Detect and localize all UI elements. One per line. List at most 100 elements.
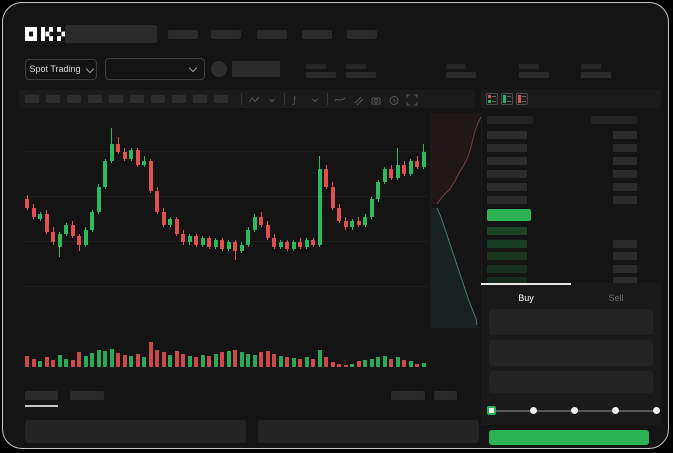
- candle-body: [148, 161, 153, 191]
- candle-body: [278, 242, 283, 247]
- orderbook-layout-asks-icon[interactable]: [516, 93, 528, 105]
- chevron-down-icon[interactable]: [309, 93, 321, 105]
- slider-stop[interactable]: [571, 407, 578, 414]
- volume-bar: [311, 359, 315, 367]
- ask-price-placeholder[interactable]: [487, 131, 527, 139]
- interval-button-placeholder[interactable]: [172, 95, 186, 103]
- chart-gridline: [23, 196, 428, 197]
- nav-item-placeholder[interactable]: [211, 30, 241, 39]
- bid-size-placeholder[interactable]: [613, 265, 637, 273]
- line-style-icon[interactable]: [334, 93, 346, 105]
- nav-item-placeholder[interactable]: [257, 30, 287, 39]
- interval-button-placeholder[interactable]: [46, 95, 60, 103]
- market-type-label: Spot Trading: [29, 64, 81, 74]
- ask-size-placeholder[interactable]: [613, 157, 637, 165]
- interval-button-placeholder[interactable]: [151, 95, 165, 103]
- slider-stop[interactable]: [530, 407, 537, 414]
- volume-bar: [330, 362, 335, 367]
- volume-bar: [83, 356, 88, 367]
- ask-price-placeholder[interactable]: [487, 157, 527, 165]
- market-type-dropdown[interactable]: Spot Trading: [25, 59, 97, 80]
- orderbook-layout-bids-icon[interactable]: [501, 93, 513, 105]
- candle-body: [356, 221, 361, 225]
- interval-button-placeholder[interactable]: [193, 95, 207, 103]
- orderbook-layout-both-icon[interactable]: [486, 93, 498, 105]
- depth-bids-area: [431, 208, 481, 328]
- pair-name-placeholder[interactable]: [232, 61, 280, 77]
- stat-label-placeholder: [346, 64, 366, 69]
- candle-body: [233, 242, 237, 251]
- volume-bar: [265, 351, 270, 367]
- bid-size-placeholder[interactable]: [613, 240, 637, 248]
- slider-handle[interactable]: [487, 406, 496, 415]
- bottom-action-placeholder[interactable]: [434, 391, 457, 400]
- volume-bar: [31, 359, 36, 367]
- chevron-down-icon: [85, 64, 94, 73]
- nav-item-placeholder[interactable]: [302, 30, 332, 39]
- chevron-down-icon[interactable]: [266, 93, 278, 105]
- ask-size-placeholder[interactable]: [613, 131, 637, 139]
- interval-button-placeholder[interactable]: [88, 95, 102, 103]
- bottom-tab-history[interactable]: [70, 391, 104, 400]
- compare-icon[interactable]: [352, 93, 364, 106]
- interval-button-placeholder[interactable]: [67, 95, 81, 103]
- bid-price-placeholder[interactable]: [487, 265, 527, 273]
- bid-price-placeholder[interactable]: [487, 227, 527, 235]
- ask-size-placeholder[interactable]: [613, 196, 637, 204]
- buy-submit-button[interactable]: [489, 430, 649, 445]
- candle-body: [298, 242, 302, 247]
- bid-price-placeholder[interactable]: [487, 277, 527, 285]
- candle-body: [408, 161, 413, 174]
- nav-item-placeholder[interactable]: [347, 30, 377, 39]
- bottom-action-placeholder[interactable]: [391, 391, 425, 400]
- ask-size-placeholder[interactable]: [613, 183, 637, 191]
- indicators-icon[interactable]: ƒ: [291, 93, 303, 106]
- interval-button-placeholder[interactable]: [25, 95, 39, 103]
- toolbar-separator: [327, 93, 328, 105]
- bottom-tab-orders[interactable]: [25, 391, 58, 400]
- nav-item-placeholder[interactable]: [168, 30, 198, 39]
- ask-size-placeholder[interactable]: [613, 170, 637, 178]
- candle-body: [272, 238, 276, 247]
- candle-body: [83, 230, 88, 245]
- tab-sell[interactable]: Sell: [608, 293, 624, 303]
- bottom-panel-right: [258, 420, 479, 443]
- bid-size-placeholder[interactable]: [613, 277, 637, 285]
- volume-bar: [226, 351, 231, 367]
- amount-input[interactable]: [489, 340, 653, 366]
- last-price-badge[interactable]: [487, 209, 531, 221]
- stat-value-placeholder: [581, 72, 611, 78]
- ask-price-placeholder[interactable]: [487, 144, 527, 152]
- interval-button-placeholder[interactable]: [214, 95, 228, 103]
- volume-bar: [116, 353, 120, 367]
- candle-body: [187, 236, 192, 242]
- toolbar-separator: [241, 93, 242, 105]
- candle-body: [38, 214, 42, 219]
- total-input[interactable]: [489, 371, 653, 393]
- interval-button-placeholder[interactable]: [109, 95, 123, 103]
- fullscreen-icon[interactable]: [406, 93, 418, 106]
- candle-body: [135, 150, 140, 165]
- interval-button-placeholder[interactable]: [130, 95, 144, 103]
- volume-bar: [77, 352, 81, 367]
- slider-stop[interactable]: [612, 407, 619, 414]
- candle-body: [395, 165, 400, 178]
- camera-icon[interactable]: [370, 93, 382, 105]
- bid-size-placeholder[interactable]: [613, 252, 637, 260]
- price-input[interactable]: [489, 309, 653, 335]
- candle-body: [343, 221, 348, 227]
- clock-icon[interactable]: [388, 93, 400, 105]
- ask-price-placeholder[interactable]: [487, 196, 527, 204]
- bid-price-placeholder[interactable]: [487, 240, 527, 248]
- chart-toolbar: [19, 90, 475, 108]
- ask-price-placeholder[interactable]: [487, 183, 527, 191]
- tab-buy[interactable]: Buy: [518, 293, 534, 303]
- pair-select-dropdown[interactable]: [105, 58, 205, 80]
- volume-bar: [200, 355, 205, 367]
- ask-price-placeholder[interactable]: [487, 170, 527, 178]
- bid-price-placeholder[interactable]: [487, 252, 527, 260]
- slider-stop[interactable]: [653, 407, 660, 414]
- ask-size-placeholder[interactable]: [613, 144, 637, 152]
- depth-chart[interactable]: [430, 113, 482, 328]
- candle-style-icon[interactable]: [248, 93, 260, 105]
